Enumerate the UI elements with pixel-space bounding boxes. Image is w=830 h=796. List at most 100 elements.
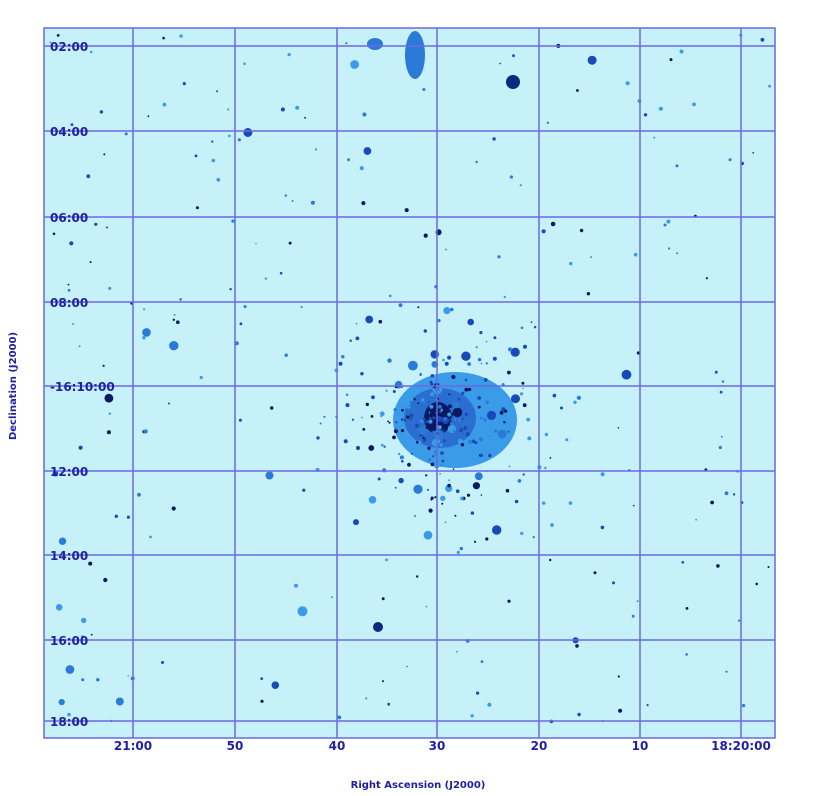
- star: [423, 329, 427, 333]
- star: [485, 537, 489, 541]
- star: [430, 392, 435, 396]
- star: [493, 336, 497, 340]
- star: [427, 446, 431, 450]
- star: [310, 200, 315, 205]
- coordinate-grid: [44, 28, 775, 738]
- star: [467, 318, 475, 326]
- star: [550, 221, 556, 227]
- star: [69, 241, 74, 246]
- star: [350, 60, 359, 69]
- star: [443, 439, 446, 443]
- star: [365, 402, 369, 407]
- star: [573, 400, 577, 404]
- star: [577, 712, 581, 717]
- star: [422, 417, 426, 421]
- star: [279, 271, 283, 275]
- star: [617, 675, 620, 678]
- star: [407, 402, 411, 406]
- star: [387, 358, 392, 363]
- star: [441, 502, 444, 505]
- star: [432, 416, 436, 420]
- star: [211, 158, 216, 163]
- star: [487, 702, 492, 707]
- star: [67, 288, 71, 292]
- star: [373, 622, 383, 632]
- star: [86, 174, 91, 179]
- star: [323, 415, 326, 418]
- star: [452, 430, 456, 433]
- star: [393, 408, 397, 412]
- star: [106, 430, 111, 435]
- star: [464, 378, 468, 382]
- star: [460, 496, 464, 501]
- star: [760, 37, 765, 42]
- star: [521, 381, 525, 385]
- star: [444, 361, 449, 366]
- star: [398, 303, 403, 308]
- star: [475, 160, 478, 164]
- star: [480, 362, 483, 365]
- star: [89, 261, 92, 264]
- star: [440, 451, 444, 455]
- star: [345, 393, 349, 396]
- star: [114, 514, 119, 518]
- star: [345, 42, 348, 45]
- star: [168, 402, 170, 405]
- star: [52, 232, 56, 236]
- star: [416, 441, 419, 444]
- star: [227, 108, 230, 111]
- y-tick-label: 04:00: [50, 125, 88, 139]
- star: [526, 417, 531, 422]
- star: [103, 153, 106, 156]
- star: [430, 382, 434, 386]
- star: [565, 438, 569, 442]
- star: [579, 228, 584, 233]
- star: [508, 465, 511, 468]
- star: [532, 536, 535, 539]
- star: [488, 453, 492, 458]
- star: [466, 493, 471, 497]
- star: [432, 353, 435, 356]
- star: [718, 445, 722, 450]
- star: [331, 596, 333, 599]
- star: [395, 421, 398, 424]
- star: [503, 295, 506, 299]
- star: [271, 681, 280, 689]
- star: [520, 392, 524, 396]
- star: [695, 518, 697, 521]
- star: [490, 394, 494, 398]
- star: [685, 653, 688, 656]
- star: [287, 53, 291, 57]
- star: [314, 148, 318, 151]
- star: [461, 417, 464, 420]
- star: [479, 416, 483, 420]
- star: [99, 110, 104, 114]
- star: [507, 370, 511, 375]
- star: [477, 396, 482, 400]
- star: [497, 255, 501, 259]
- star: [351, 418, 354, 421]
- star: [428, 419, 433, 424]
- y-tick-label: 18:00: [50, 715, 88, 729]
- star: [455, 489, 460, 494]
- star: [229, 288, 232, 291]
- star: [631, 614, 635, 618]
- star: [716, 564, 720, 568]
- star: [450, 417, 453, 420]
- star: [454, 514, 457, 517]
- star: [102, 364, 105, 367]
- star: [405, 445, 408, 448]
- star: [394, 486, 397, 489]
- star: [423, 530, 433, 540]
- star: [408, 446, 413, 451]
- star: [663, 223, 667, 227]
- star: [443, 307, 451, 315]
- star: [58, 537, 67, 545]
- star: [479, 331, 483, 335]
- star: [576, 89, 579, 92]
- star: [255, 242, 257, 245]
- star: [499, 410, 504, 415]
- star: [392, 390, 396, 393]
- star: [496, 385, 501, 390]
- star: [124, 132, 128, 136]
